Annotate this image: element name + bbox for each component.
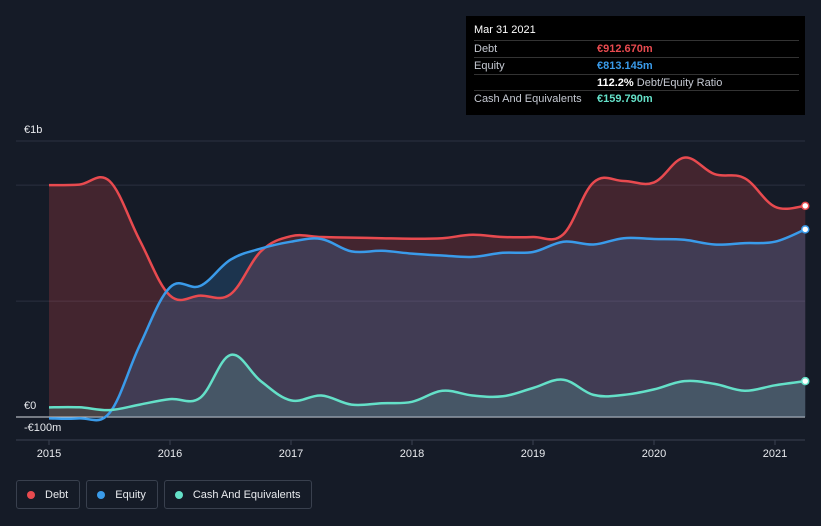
- y-tick-label: €0: [24, 400, 36, 412]
- y-axis-ticks: €1b €0 -€100m: [24, 124, 61, 434]
- x-tick-label: 2019: [521, 448, 545, 460]
- tooltip-cash-label: Cash And Equivalents: [474, 93, 582, 105]
- series-lines: [48, 156, 806, 422]
- tooltip-date: Mar 31 2021: [474, 24, 536, 36]
- legend: Debt Equity Cash And Equivalents: [16, 480, 313, 509]
- x-tick-label: 2016: [158, 448, 182, 460]
- y-tick-label: -€100m: [24, 422, 61, 434]
- series-end-markers: [801, 201, 810, 386]
- x-axis-ticks: 2015 2016 2017 2018 2019 2020 2021: [37, 440, 787, 460]
- tooltip-debt-label: Debt: [474, 43, 498, 55]
- cash-and-equivalents-end-marker: [801, 376, 810, 386]
- y-tick-label: €1b: [24, 124, 42, 136]
- data-tooltip: Mar 31 2021 Debt €912.670m Equity €813.1…: [466, 16, 805, 115]
- tooltip-ratio-value: 112.2%: [597, 77, 634, 89]
- legend-item-debt[interactable]: Debt: [16, 480, 81, 509]
- tooltip-equity-label: Equity: [474, 60, 505, 72]
- cash-dot-icon: [174, 490, 183, 499]
- tooltip-row-debt: Debt €912.670m: [474, 40, 799, 57]
- cash-and-equivalents-line: [48, 353, 806, 412]
- equity-area: [49, 229, 806, 421]
- legend-item-cash[interactable]: Cash And Equivalents: [163, 480, 313, 509]
- tooltip-cash-value: €159.790m: [597, 93, 653, 105]
- debt-end-marker: [801, 201, 810, 211]
- equity-line: [48, 228, 806, 422]
- tooltip-ratio: 112.2% Debt/Equity Ratio: [597, 77, 722, 89]
- debt-area: [49, 157, 806, 418]
- legend-equity-label: Equity: [115, 488, 146, 501]
- tooltip-row-ratio: 112.2% Debt/Equity Ratio: [474, 74, 799, 91]
- x-tick-label: 2018: [400, 448, 424, 460]
- equity-dot-icon: [97, 490, 106, 499]
- debt-dot-icon: [27, 490, 35, 499]
- legend-cash-label: Cash And Equivalents: [192, 488, 301, 501]
- cash-and-equivalents-area: [49, 354, 806, 417]
- legend-item-equity[interactable]: Equity: [86, 480, 158, 509]
- tooltip-equity-value: €813.145m: [597, 60, 653, 72]
- x-tick-label: 2017: [279, 448, 303, 460]
- debt-line: [48, 156, 806, 302]
- tooltip-row-cash: Cash And Equivalents €159.790m: [474, 90, 799, 107]
- tooltip-debt-value: €912.670m: [597, 43, 653, 55]
- legend-debt-label: Debt: [45, 488, 69, 501]
- x-tick-label: 2015: [37, 448, 61, 460]
- equity-end-marker: [801, 225, 810, 234]
- x-tick-label: 2020: [642, 448, 666, 460]
- series-areas: [49, 157, 806, 421]
- x-tick-label: 2021: [763, 448, 787, 460]
- grid: [16, 140, 805, 441]
- tooltip-row-equity: Equity €813.145m: [474, 57, 799, 74]
- tooltip-ratio-label: Debt/Equity Ratio: [636, 77, 723, 89]
